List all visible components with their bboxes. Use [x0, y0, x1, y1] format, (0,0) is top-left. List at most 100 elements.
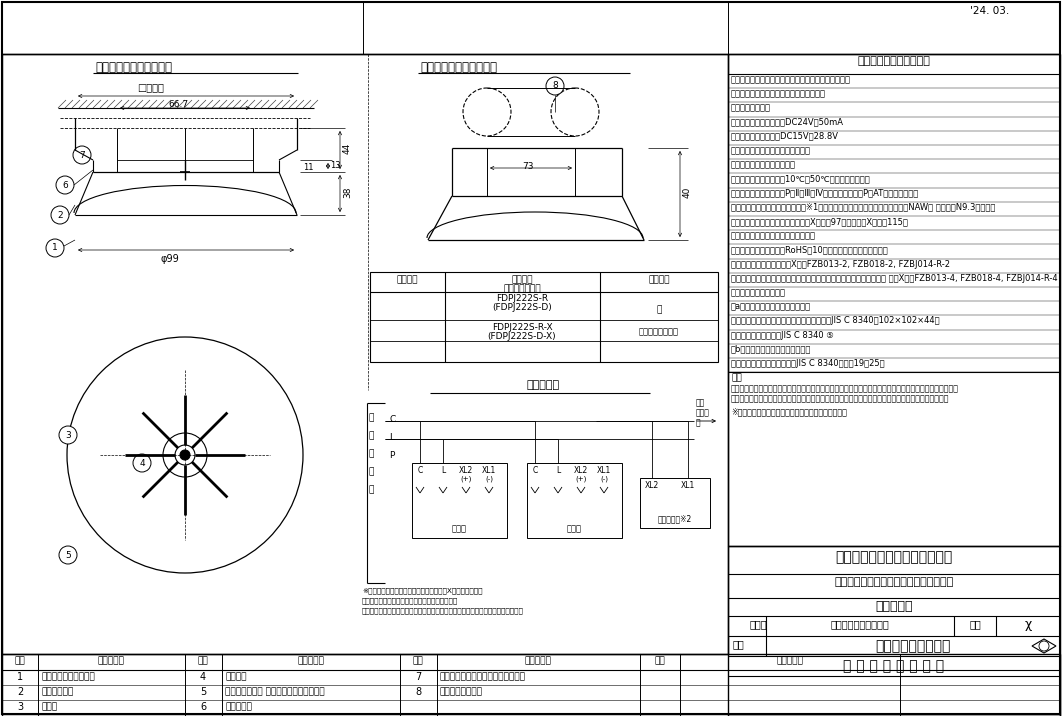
Text: 44: 44 [343, 142, 352, 154]
Text: 40: 40 [683, 186, 692, 198]
Text: XL2: XL2 [645, 481, 660, 490]
Text: ［－X付］FZB013-4, FZB018-4, FZBJ014-R-4: ［－X付］FZB013-4, FZB018-4, FZBJ014-R-4 [731, 274, 1058, 283]
Text: XL1: XL1 [597, 466, 611, 475]
Text: －: － [656, 305, 662, 314]
Text: P: P [389, 451, 394, 460]
Text: L: L [389, 433, 394, 442]
Text: a）埋込ボックスを使用する場合: a）埋込ボックスを使用する場合 [731, 302, 811, 311]
Bar [370, 272, 718, 362]
Text: C: C [532, 466, 537, 475]
Text: 66.7: 66.7 [168, 100, 188, 109]
Text: 5: 5 [65, 551, 71, 559]
Text: 機: 機 [369, 485, 374, 495]
Text: 確認灯: 確認灯 [41, 702, 57, 711]
Text: （８）使用温度範囲：－10℃〜50℃（結露なきこと）: （８）使用温度範囲：－10℃〜50℃（結露なきこと） [731, 175, 871, 183]
Bar [412, 463, 507, 538]
Circle shape [551, 88, 599, 136]
Text: ＦＤＰＪ６０４５０: ＦＤＰＪ６０４５０ [875, 639, 950, 653]
Text: 3: 3 [17, 702, 23, 712]
Text: （１０）主材：［本体、ベース（※1）］難燃性樹脂（ナチュラルホワイト（NAW） マンセルN9.3近似色）: （１０）主材：［本体、ベース（※1）］難燃性樹脂（ナチュラルホワイト（NAW） … [731, 203, 995, 212]
Text: （７）感熱素子：サーミスタ: （７）感熱素子：サーミスタ [731, 160, 796, 169]
Text: 名　　　称: 名 称 [98, 656, 124, 665]
Text: 6: 6 [200, 702, 206, 712]
Text: （３）感度：２種: （３）感度：２種 [731, 103, 771, 112]
Text: 型: 型 [369, 432, 374, 440]
Text: （２）国検型式番号：感第２０２３〜８号: （２）国検型式番号：感第２０２３〜８号 [731, 90, 826, 98]
Text: 7: 7 [80, 150, 85, 160]
Text: XL2: XL2 [459, 466, 474, 475]
Text: 埋込ボックス使用の場合: 埋込ボックス使用の場合 [95, 61, 172, 74]
Text: （１２）感知器ヘッド型名：左表参照: （１２）感知器ヘッド型名：左表参照 [731, 231, 816, 240]
Bar [527, 463, 622, 538]
Text: （１３）環境負荷対応：RoHS（10物質）適合（感知器ヘッド）: （１３）環境負荷対応：RoHS（10物質）適合（感知器ヘッド） [731, 246, 889, 254]
Text: 5: 5 [200, 687, 206, 697]
Text: χ: χ [1025, 618, 1031, 631]
Text: （１）種別：差動式スポット型感知器（試験機能付）: （１）種別：差動式スポット型感知器（試験機能付） [731, 75, 851, 84]
Circle shape [56, 176, 74, 194]
Text: (+): (+) [460, 476, 472, 483]
Text: 露　出　型: 露 出 型 [875, 600, 912, 613]
Text: 番号: 番号 [413, 656, 424, 665]
Text: （注）エアコン等の温風が原因で動作する場合がありますので、影響を受けない場所へ設置してください。: （注）エアコン等の温風が原因で動作する場合がありますので、影響を受けない場所へ設… [731, 384, 959, 393]
Text: 13: 13 [330, 160, 341, 170]
Text: (FDPJ222S-D): (FDPJ222S-D) [492, 303, 552, 312]
Circle shape [133, 454, 151, 472]
Text: 38: 38 [343, 186, 352, 198]
Text: 感知器: 感知器 [566, 524, 582, 533]
Circle shape [1039, 641, 1049, 651]
Text: 4: 4 [200, 672, 206, 682]
Circle shape [175, 445, 195, 465]
Text: 付属回路: 付属回路 [648, 275, 670, 284]
Text: 4: 4 [139, 458, 144, 468]
Circle shape [546, 77, 564, 95]
Text: （１１）質量（ベース含む）：［－X無］約97ｇ　　［－X付］約115ｇ: （１１）質量（ベース含む）：［－X無］約97ｇ ［－X付］約115ｇ [731, 217, 909, 226]
Text: （ヘッド型名）: （ヘッド型名） [503, 284, 541, 293]
Text: □１０２: □１０２ [137, 82, 164, 92]
Text: 8: 8 [552, 82, 558, 90]
Text: へ: へ [696, 418, 701, 427]
Text: （９）接続可能機器：進P／Ⅱ／Ⅲ／Ⅳシリーズ受信機、P－AT感知器用中継器: （９）接続可能機器：進P／Ⅱ／Ⅲ／Ⅳシリーズ受信機、P－AT感知器用中継器 [731, 188, 920, 198]
Text: （４）定格電圧、電流：DC24V、50mA: （４）定格電圧、電流：DC24V、50mA [731, 117, 844, 127]
Circle shape [46, 239, 64, 257]
Circle shape [59, 546, 78, 564]
Text: 信: 信 [369, 468, 374, 477]
Circle shape [162, 433, 207, 477]
Text: 発　行: 発 行 [750, 619, 768, 629]
Text: L: L [555, 466, 560, 475]
Text: ・塗代カバー　JIS C 8340 ⑤: ・塗代カバー JIS C 8340 ⑤ [731, 331, 834, 339]
Text: 感知器: 感知器 [696, 408, 709, 417]
Text: 仕　　　　　　　　　様: 仕 様 [857, 56, 930, 66]
Text: 3: 3 [65, 430, 71, 440]
Text: 感知器: 感知器 [451, 524, 466, 533]
Text: 1: 1 [52, 243, 57, 253]
Text: 11: 11 [303, 163, 313, 172]
Text: 73: 73 [523, 162, 534, 171]
Text: (+): (+) [576, 476, 586, 483]
Text: 7: 7 [415, 672, 422, 682]
Text: 8: 8 [415, 687, 421, 697]
Text: 室外表示灯回路付: 室外表示灯回路付 [639, 327, 679, 336]
Text: 番号: 番号 [15, 656, 25, 665]
Circle shape [73, 146, 91, 164]
Text: 感知器ヘッド（本体）: 感知器ヘッド（本体） [41, 672, 95, 681]
Text: FDPJ222S-R: FDPJ222S-R [496, 294, 548, 303]
Text: 組品型名: 組品型名 [511, 275, 533, 284]
Circle shape [67, 337, 303, 573]
Text: 接　続　図: 接 続 図 [527, 380, 560, 390]
Text: 塗代カバー: 塗代カバー [225, 702, 252, 711]
Polygon shape [1032, 639, 1056, 653]
Bar [2, 54, 727, 654]
Text: 使用機器: 使用機器 [396, 275, 417, 284]
Text: 1: 1 [17, 672, 23, 682]
Bar [640, 478, 710, 528]
Text: 6: 6 [62, 180, 68, 190]
Text: 中形四角アウトレットボックス浅形: 中形四角アウトレットボックス浅形 [440, 672, 526, 681]
Text: 縮尺: 縮尺 [970, 619, 981, 629]
Bar [727, 54, 1060, 546]
Text: 2: 2 [17, 687, 23, 697]
Text: XL1: XL1 [681, 481, 696, 490]
Text: (FDPJ222S-D-X): (FDPJ222S-D-X) [487, 332, 556, 341]
Text: ※２　室外表示灯または移報アダプタ（－X型感知器のみ）: ※２ 室外表示灯または移報アダプタ（－X型感知器のみ） [362, 587, 482, 594]
Text: '24. 03.: '24. 03. [970, 6, 1009, 16]
Text: 次の: 次の [696, 398, 705, 407]
